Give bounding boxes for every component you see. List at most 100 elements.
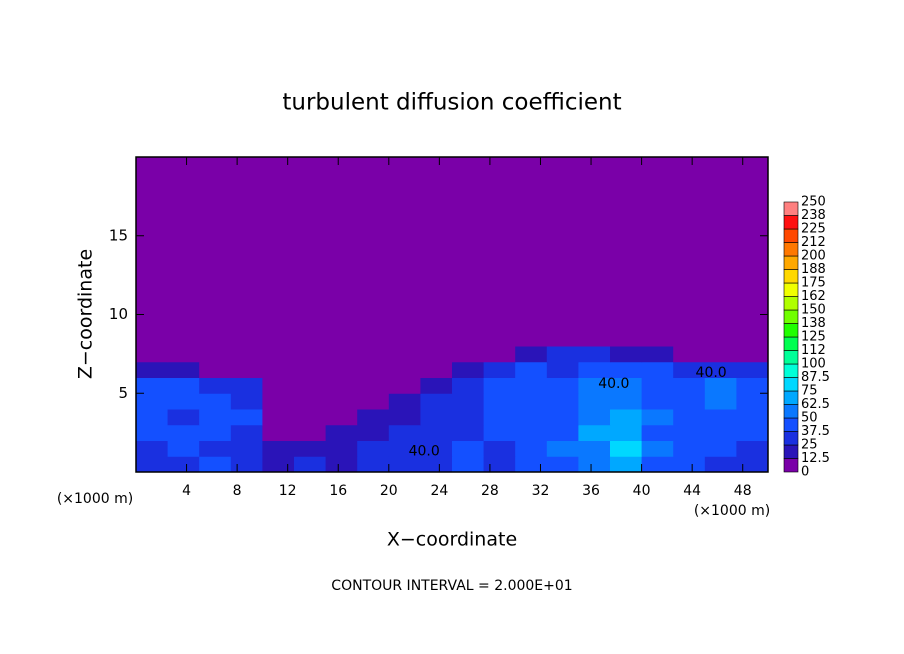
field-cell (546, 424, 579, 441)
field-cell (641, 456, 674, 473)
field-cell (199, 409, 232, 426)
colorbar-label: 162 (801, 289, 826, 304)
field-cell (136, 440, 169, 457)
y-tick-label: 10 (109, 305, 128, 323)
field-cell (704, 409, 737, 426)
field-cell (136, 377, 169, 394)
field-cell (199, 346, 232, 363)
field-cell (736, 393, 769, 410)
colorbar-label: 250 (801, 195, 826, 210)
field-cell (736, 346, 769, 363)
colorbar-label: 150 (801, 303, 826, 318)
x-tick-label: 44 (683, 483, 701, 499)
colorbar-label: 188 (801, 262, 826, 277)
colorbar-label: 0 (801, 465, 809, 480)
field-cell (546, 314, 579, 331)
field-cell (515, 424, 548, 441)
field-cell (452, 361, 485, 378)
field-cell (294, 409, 327, 426)
field-cell (420, 361, 453, 378)
x-tick-label: 8 (233, 483, 242, 499)
field-cell (262, 377, 295, 394)
field-cell (483, 346, 516, 363)
field-cell (167, 346, 200, 363)
colorbar-band (783, 404, 799, 419)
field-cell (736, 361, 769, 378)
field-cell (136, 456, 169, 473)
colorbar-label: 37.5 (801, 424, 830, 439)
x-tick-label: 32 (532, 483, 550, 499)
field-cell (641, 440, 674, 457)
field-cell (325, 346, 358, 363)
field-cell (736, 377, 769, 394)
field-cell (736, 440, 769, 457)
field-cell (673, 361, 706, 378)
field-cell (230, 361, 263, 378)
field-cell (515, 377, 548, 394)
field-cell (294, 440, 327, 457)
field-cell (262, 330, 295, 347)
field-cell (136, 393, 169, 410)
field-cell (167, 409, 200, 426)
field-cell (673, 409, 706, 426)
field-cell (357, 456, 390, 473)
field-cell (452, 440, 485, 457)
field-cell (610, 456, 643, 473)
field-cell (546, 409, 579, 426)
field-cell (515, 346, 548, 363)
field-cell (610, 330, 643, 347)
field-cell (736, 330, 769, 347)
field-cell (673, 424, 706, 441)
colorbar-band (783, 350, 799, 365)
colorbar-band (783, 282, 799, 297)
field-cell (483, 314, 516, 331)
field-cell (136, 361, 169, 378)
field-cell (452, 456, 485, 473)
field-cell (673, 456, 706, 473)
field-cell (262, 409, 295, 426)
field-cell (294, 361, 327, 378)
field-cell (578, 377, 611, 394)
field-cell (230, 330, 263, 347)
field-cell (515, 314, 548, 331)
field-cell (452, 424, 485, 441)
field-cell (357, 409, 390, 426)
field-cell (388, 346, 421, 363)
x-tick-label: 48 (734, 483, 752, 499)
field-cell (167, 361, 200, 378)
field-cell (736, 409, 769, 426)
field-cell (641, 346, 674, 363)
field-cell (262, 424, 295, 441)
field-cell (325, 330, 358, 347)
field-cell (262, 440, 295, 457)
field-cell (262, 456, 295, 473)
field-cell (230, 409, 263, 426)
colorbar-label: 12.5 (801, 451, 830, 466)
field-cell (199, 424, 232, 441)
x-tick-label: 28 (481, 483, 499, 499)
x-tick-label: 24 (430, 483, 448, 499)
field-cell (325, 440, 358, 457)
field-cell (136, 424, 169, 441)
field-cell (736, 424, 769, 441)
field-cell (230, 393, 263, 410)
colorbar-band (783, 215, 799, 230)
field-cell (388, 456, 421, 473)
field-cell (452, 346, 485, 363)
field-cell (641, 361, 674, 378)
field-cell (325, 456, 358, 473)
field-cell (704, 424, 737, 441)
field-cell (420, 330, 453, 347)
field-cell (230, 314, 263, 331)
colorbar-band (783, 296, 799, 311)
field-cell (736, 456, 769, 473)
chart-title: turbulent diffusion coefficient (282, 90, 621, 116)
field-cell (704, 440, 737, 457)
field-cell (578, 456, 611, 473)
field-cell (167, 377, 200, 394)
field-cell (452, 409, 485, 426)
field-cell (704, 393, 737, 410)
field-cell (388, 409, 421, 426)
field-cell (325, 361, 358, 378)
field-cell (673, 346, 706, 363)
